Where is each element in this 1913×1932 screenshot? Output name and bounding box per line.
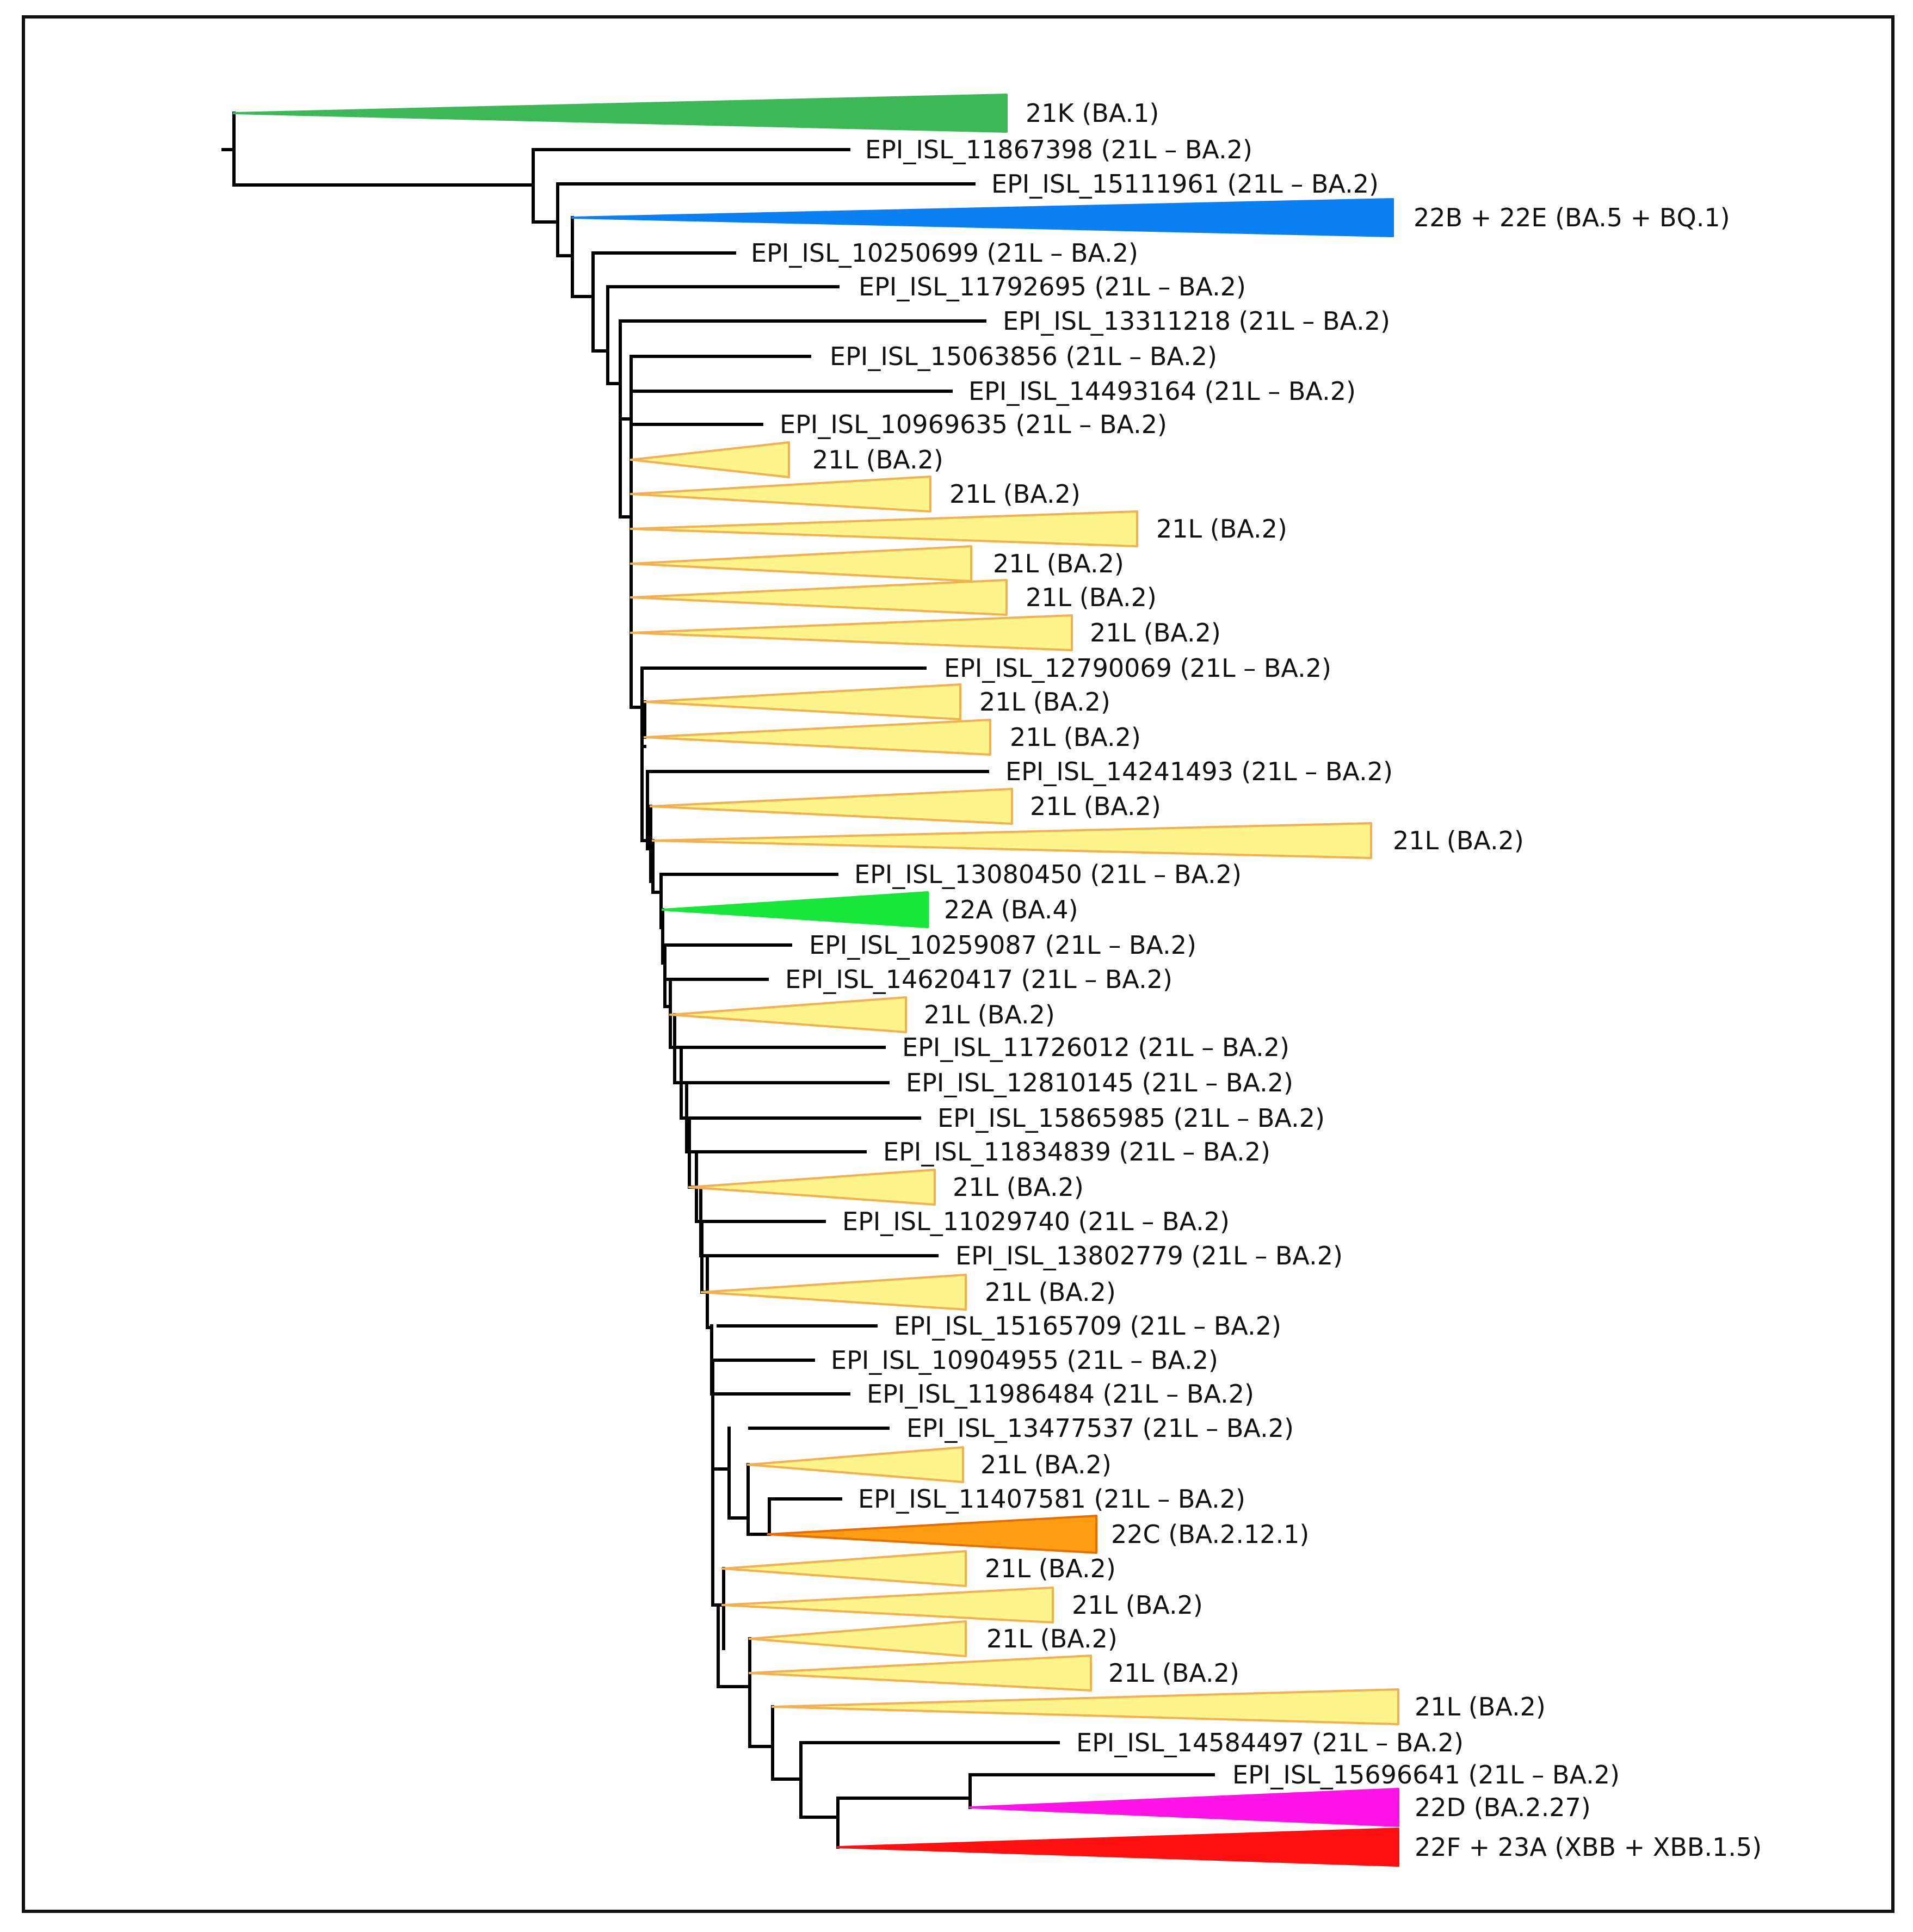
sequence-label: EPI_ISL_11867398 (21L – BA.2) [865, 135, 1252, 164]
collapsed-clade-triangle [688, 1169, 936, 1206]
sequence-label: EPI_ISL_10969635 (21L – BA.2) [780, 410, 1167, 439]
clade-label: 21L (BA.2) [812, 445, 943, 474]
clade-label: 21L (BA.2) [1108, 1658, 1239, 1688]
collapsed-clade-triangle [767, 1515, 1097, 1554]
collapsed-clade-triangle [233, 94, 1008, 133]
collapsed-clade-triangle [721, 1587, 1054, 1624]
collapsed-clade-triangle [772, 1688, 1399, 1725]
sequence-label: EPI_ISL_12790069 (21L – BA.2) [944, 653, 1331, 683]
collapsed-clade-triangle [630, 441, 790, 478]
collapsed-clade-triangle [701, 1274, 967, 1311]
collapsed-clade-triangle [630, 510, 1138, 547]
sequence-label: EPI_ISL_15696641 (21L – BA.2) [1232, 1760, 1620, 1789]
collapsed-clade-triangle [630, 614, 1073, 651]
collapsed-clade-triangle [652, 822, 1372, 859]
clade-label: 21L (BA.2) [1026, 583, 1157, 612]
clade-label: 21L (BA.2) [985, 1554, 1116, 1583]
clade-label: 21L (BA.2) [1393, 826, 1524, 855]
collapsed-clade-triangle [721, 1550, 967, 1587]
collapsed-clade-triangle [630, 476, 931, 513]
clade-label: 21L (BA.2) [1415, 1692, 1546, 1721]
collapsed-clade-triangle [644, 719, 991, 756]
sequence-label: EPI_ISL_13080450 (21L – BA.2) [854, 860, 1242, 889]
clade-label: 21L (BA.2) [979, 687, 1110, 717]
clade-label: 21L (BA.2) [980, 1450, 1112, 1479]
collapsed-clade-triangle [749, 1620, 967, 1657]
clade-label: 21L (BA.2) [949, 479, 1081, 509]
collapsed-clade-triangle [747, 1446, 964, 1483]
clade-label: 21L (BA.2) [1030, 792, 1161, 821]
sequence-label: EPI_ISL_13311218 (21L – BA.2) [1003, 306, 1390, 336]
sequence-label: EPI_ISL_15063856 (21L – BA.2) [830, 342, 1217, 371]
sequence-label: EPI_ISL_15111961 (21L – BA.2) [991, 169, 1379, 199]
sequence-label: EPI_ISL_13477537 (21L – BA.2) [906, 1413, 1294, 1443]
clade-label: 22B + 22E (BA.5 + BQ.1) [1414, 203, 1730, 232]
sequence-label: EPI_ISL_11407581 (21L – BA.2) [858, 1484, 1245, 1514]
clade-label: 21L (BA.2) [985, 1277, 1116, 1307]
leaf-labels: 21K (BA.1) EPI_ISL_11867398 (21L – BA.2) E… [751, 98, 1762, 1862]
sequence-label: EPI_ISL_15865985 (21L – BA.2) [937, 1103, 1325, 1133]
sequence-label: EPI_ISL_10250699 (21L – BA.2) [751, 238, 1138, 268]
clade-label: 21L (BA.2) [1072, 1590, 1203, 1620]
collapsed-clades [233, 94, 1399, 1867]
clade-label: 22F + 23A (XBB + XBB.1.5) [1415, 1832, 1762, 1862]
clade-label: 21L (BA.2) [1010, 723, 1141, 752]
clade-label: 21L (BA.2) [1156, 514, 1287, 544]
collapsed-clade-triangle [630, 545, 972, 582]
sequence-label: EPI_ISL_13802779 (21L – BA.2) [955, 1241, 1343, 1270]
sequence-label: EPI_ISL_12810145 (21L – BA.2) [906, 1068, 1293, 1097]
clade-label: 21L (BA.2) [924, 1000, 1055, 1029]
sequence-label: EPI_ISL_14493164 (21L – BA.2) [968, 376, 1356, 406]
collapsed-clade-triangle [749, 1655, 1092, 1692]
clade-label: 22A (BA.4) [944, 895, 1078, 924]
clade-label: 21L (BA.2) [986, 1624, 1118, 1653]
collapsed-clade-triangle [837, 1828, 1399, 1867]
clade-label: 21K (BA.1) [1026, 98, 1159, 128]
collapsed-clade-triangle [630, 579, 1008, 616]
collapsed-clade-triangle [669, 996, 907, 1033]
collapsed-clade-triangle [571, 198, 1394, 237]
sequence-label: EPI_ISL_14241493 (21L – BA.2) [1005, 757, 1393, 786]
sequence-label: EPI_ISL_11792695 (21L – BA.2) [859, 272, 1246, 301]
clade-label: 21L (BA.2) [953, 1172, 1084, 1202]
sequence-label: EPI_ISL_11726012 (21L – BA.2) [902, 1033, 1289, 1062]
clade-label: 21L (BA.2) [1090, 618, 1221, 647]
collapsed-clade-triangle [644, 683, 961, 720]
sequence-label: EPI_ISL_11834839 (21L – BA.2) [883, 1137, 1270, 1166]
collapsed-clade-triangle [662, 891, 929, 928]
sequence-label: EPI_ISL_10904955 (21L – BA.2) [831, 1345, 1218, 1375]
sequence-label: EPI_ISL_11029740 (21L – BA.2) [842, 1207, 1230, 1236]
clade-label: 22C (BA.2.12.1) [1111, 1520, 1309, 1549]
sequence-label: EPI_ISL_15165709 (21L – BA.2) [894, 1311, 1281, 1341]
collapsed-clade-triangle [969, 1788, 1399, 1827]
sequence-label: EPI_ISL_14620417 (21L – BA.2) [785, 965, 1173, 994]
tree-branches [221, 112, 1215, 1849]
sequence-label: EPI_ISL_10259087 (21L – BA.2) [809, 930, 1196, 960]
clade-label: 21L (BA.2) [993, 549, 1124, 578]
sequence-label: EPI_ISL_14584497 (21L – BA.2) [1076, 1728, 1464, 1757]
collapsed-clade-triangle [650, 788, 1013, 825]
clade-label: 22D (BA.2.27) [1415, 1793, 1591, 1822]
sequence-label: EPI_ISL_11986484 (21L – BA.2) [867, 1379, 1254, 1409]
